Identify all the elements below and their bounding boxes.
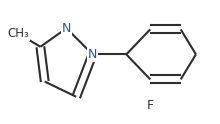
Text: N: N — [88, 48, 97, 61]
Text: F: F — [147, 99, 154, 112]
Text: CH₃: CH₃ — [8, 27, 29, 40]
Text: N: N — [62, 22, 71, 35]
